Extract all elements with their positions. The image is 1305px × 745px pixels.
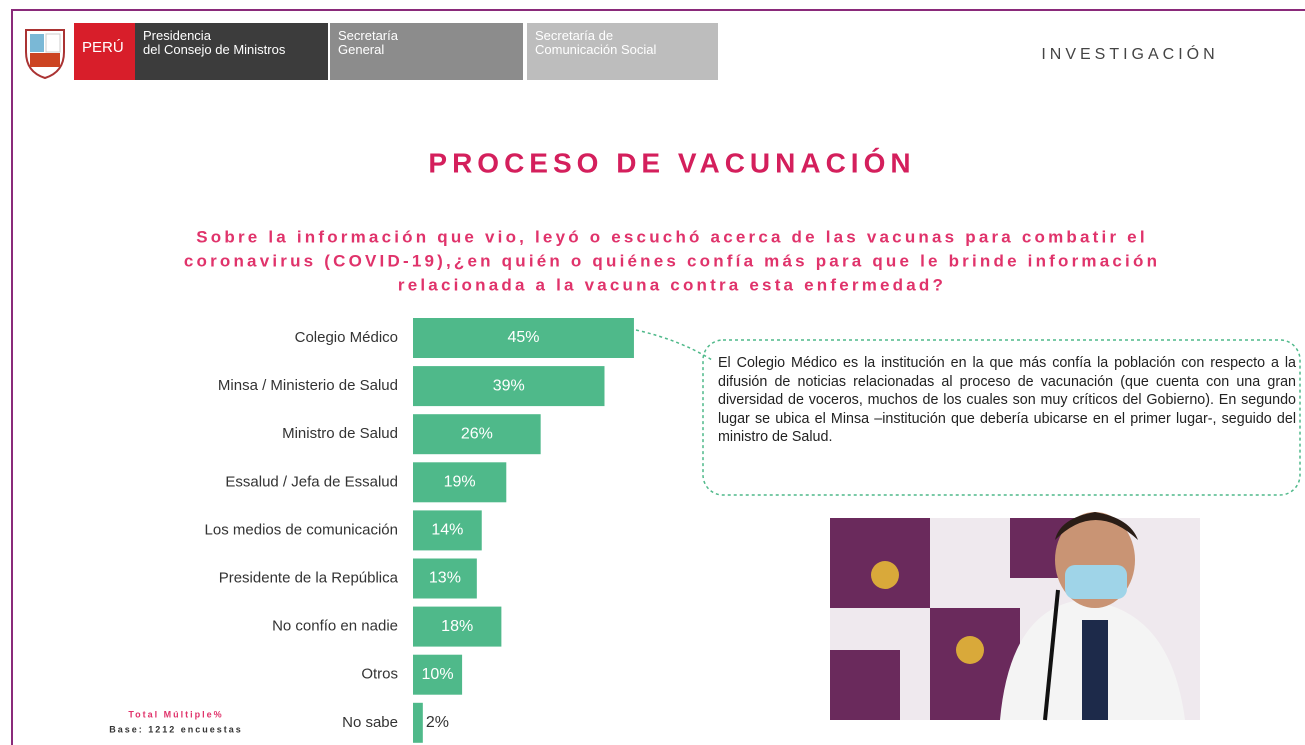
bar	[413, 366, 605, 407]
value-label: 19%	[444, 474, 476, 491]
value-label: 14%	[431, 522, 463, 539]
frame	[11, 9, 1305, 745]
category-label: No sabe	[342, 714, 398, 731]
note-frame	[702, 339, 1301, 496]
logo	[25, 29, 65, 80]
subtitle: relacionada a la vacuna contra esta enfe…	[398, 275, 946, 294]
category-label: Minsa / Ministerio de Salud	[218, 377, 398, 394]
bar	[413, 558, 477, 599]
category-label: Presidente de la República	[219, 569, 399, 586]
value-label: 26%	[461, 425, 493, 442]
unit-name: Secretaría de Comunicación Social	[535, 28, 657, 57]
category-label: Los medios de comunicación	[205, 521, 398, 538]
connector	[635, 329, 713, 361]
value-label: 18%	[441, 618, 473, 635]
category-label: Otros	[361, 666, 398, 683]
bar	[413, 318, 634, 358]
bar	[413, 702, 423, 743]
peru-box	[74, 23, 135, 80]
section: INVESTIGACIÓN	[1041, 44, 1218, 63]
category-label: Colegio Médico	[295, 329, 398, 346]
unit-box	[527, 23, 718, 80]
value-label: 45%	[507, 329, 539, 346]
value-label: 2%	[426, 714, 449, 731]
value-label: 13%	[429, 570, 461, 587]
chart-title: PROCESO DE VACUNACIÓN	[428, 147, 915, 178]
country: PERÚ	[82, 39, 124, 56]
bar	[413, 510, 482, 551]
category-label: Essalud / Jefa de Essalud	[225, 473, 398, 490]
footnote-total: Total Múltiple%	[128, 709, 223, 719]
unit-name: Presidencia del Consejo de Ministros	[143, 28, 286, 57]
footnote-base: Base: 1212 encuestas	[109, 724, 243, 734]
value-label: 39%	[493, 377, 525, 394]
category-label: Ministro de Salud	[282, 425, 398, 442]
bar	[413, 462, 507, 503]
bar	[413, 414, 541, 455]
unit-box	[330, 23, 523, 80]
bar	[413, 654, 463, 695]
subtitle: Sobre la información que vio, leyó o esc…	[196, 227, 1148, 246]
bar	[413, 606, 502, 647]
unit-name: Secretaría General	[338, 28, 398, 57]
value-label: 10%	[422, 666, 454, 683]
category-label: No confío en nadie	[272, 618, 398, 635]
unit-box	[135, 23, 328, 80]
photo	[830, 512, 1200, 721]
subtitle: coronavirus (COVID-19),¿en quién o quién…	[184, 251, 1160, 270]
note: El Colegio Médico es la institución en l…	[718, 355, 1296, 446]
